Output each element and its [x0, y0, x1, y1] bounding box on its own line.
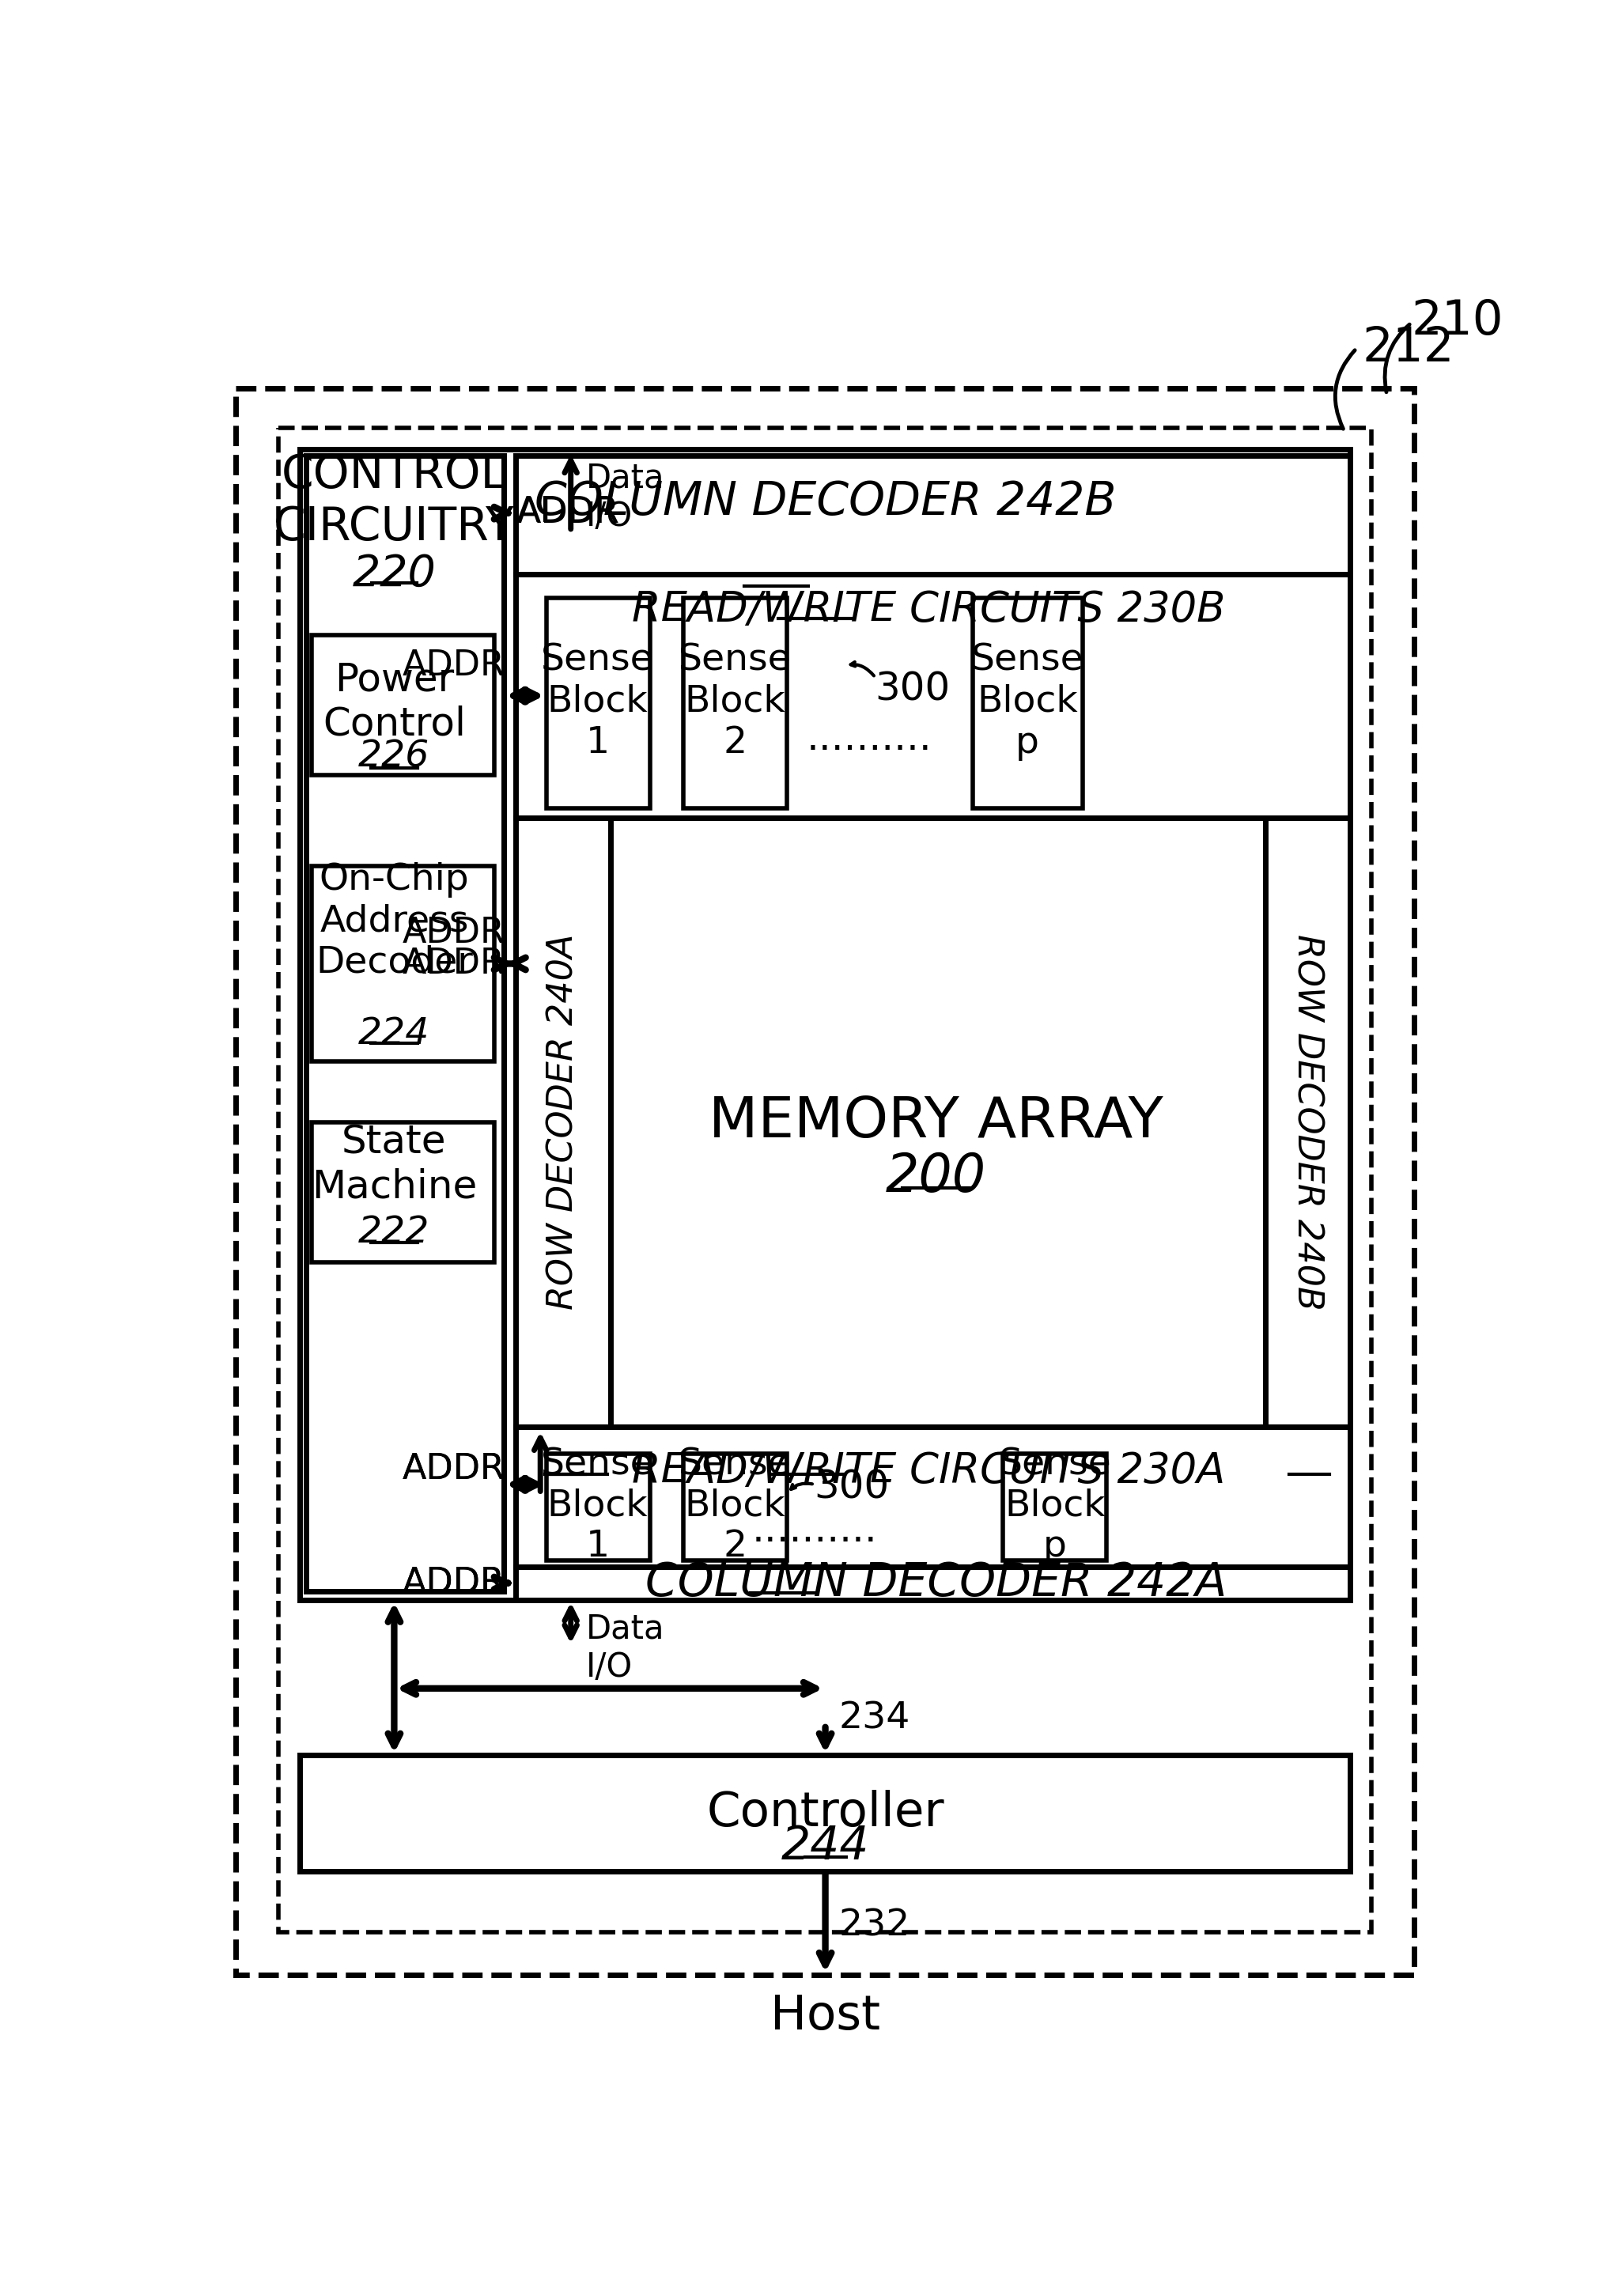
- Text: ADDR: ADDR: [403, 647, 504, 682]
- Text: Controller: Controller: [707, 1791, 944, 1837]
- Text: COLUMN DECODER 242B: COLUMN DECODER 242B: [535, 480, 1116, 523]
- Text: 234: 234: [839, 1701, 910, 1736]
- Bar: [516, 574, 1350, 817]
- Bar: [313, 1123, 495, 1263]
- Bar: [313, 866, 495, 1061]
- Text: ADDR: ADDR: [517, 496, 620, 530]
- Text: Sense
Block
2: Sense Block 2: [678, 643, 791, 760]
- Bar: [300, 450, 1350, 1600]
- Text: CONTROL
CIRCUITRY: CONTROL CIRCUITRY: [274, 452, 514, 549]
- Text: 222: 222: [358, 1215, 430, 1251]
- Text: 226: 226: [358, 739, 430, 774]
- Text: 220: 220: [353, 553, 437, 595]
- Text: Sense
Block
1: Sense Block 1: [541, 1446, 654, 1564]
- Text: READ/WRITE CIRCUITS 230A: READ/WRITE CIRCUITS 230A: [632, 1451, 1224, 1492]
- Text: Sense
Block
p: Sense Block p: [999, 1446, 1112, 1564]
- Text: State
Machine: State Machine: [311, 1123, 477, 1205]
- Bar: [611, 817, 1265, 1426]
- Text: Data
I/O: Data I/O: [586, 1612, 665, 1683]
- Text: Data
I/O: Data I/O: [586, 461, 665, 533]
- Text: COLUMN DECODER 242A: COLUMN DECODER 242A: [646, 1561, 1228, 1605]
- Text: 300: 300: [815, 1469, 889, 1506]
- Text: ..........: ..........: [752, 1511, 876, 1550]
- Text: Sense
Block
2: Sense Block 2: [678, 1446, 791, 1564]
- Text: 210: 210: [1411, 298, 1503, 344]
- Text: Power
Control: Power Control: [322, 661, 466, 744]
- Bar: [313, 634, 495, 774]
- Bar: [546, 599, 649, 808]
- Bar: [306, 455, 504, 1591]
- Text: 224: 224: [358, 1015, 430, 1052]
- Text: On-Chip
Address
Decoder: On-Chip Address Decoder: [316, 861, 472, 980]
- Bar: [1004, 1453, 1107, 1561]
- Bar: [546, 1453, 649, 1561]
- Text: 232: 232: [839, 1908, 910, 1945]
- Text: ADDR: ADDR: [403, 1566, 504, 1600]
- Text: Sense
Block
1: Sense Block 1: [541, 643, 654, 760]
- Text: 212: 212: [1363, 326, 1455, 372]
- Text: READ/WRITE CIRCUITS 230B: READ/WRITE CIRCUITS 230B: [632, 590, 1224, 631]
- Text: 300: 300: [875, 670, 950, 709]
- Text: Sense
Block
p: Sense Block p: [971, 643, 1084, 760]
- Text: ..........: ..........: [807, 719, 931, 758]
- Text: MEMORY ARRAY: MEMORY ARRAY: [709, 1095, 1163, 1150]
- Bar: [683, 1453, 786, 1561]
- Bar: [279, 427, 1371, 1931]
- Bar: [516, 455, 1350, 574]
- Bar: [235, 388, 1414, 1975]
- Text: ADDR: ADDR: [516, 496, 619, 528]
- Bar: [683, 599, 786, 808]
- Text: ROW DECODER 240B: ROW DECODER 240B: [1290, 934, 1324, 1311]
- Text: ROW DECODER 240A: ROW DECODER 240A: [546, 934, 580, 1311]
- Bar: [300, 1756, 1350, 1871]
- Text: Host: Host: [770, 1993, 880, 2039]
- Text: ADDR: ADDR: [403, 946, 504, 980]
- Text: 200: 200: [886, 1150, 986, 1203]
- Text: ADDR: ADDR: [403, 1566, 504, 1600]
- Text: 244: 244: [781, 1825, 870, 1869]
- Bar: [516, 817, 611, 1426]
- Bar: [1265, 817, 1350, 1426]
- Bar: [973, 599, 1083, 808]
- Text: ADDR: ADDR: [403, 1451, 504, 1486]
- Text: ADDR: ADDR: [403, 1451, 504, 1486]
- Bar: [516, 1566, 1350, 1600]
- Bar: [516, 1426, 1350, 1566]
- Text: ADDR: ADDR: [403, 916, 504, 951]
